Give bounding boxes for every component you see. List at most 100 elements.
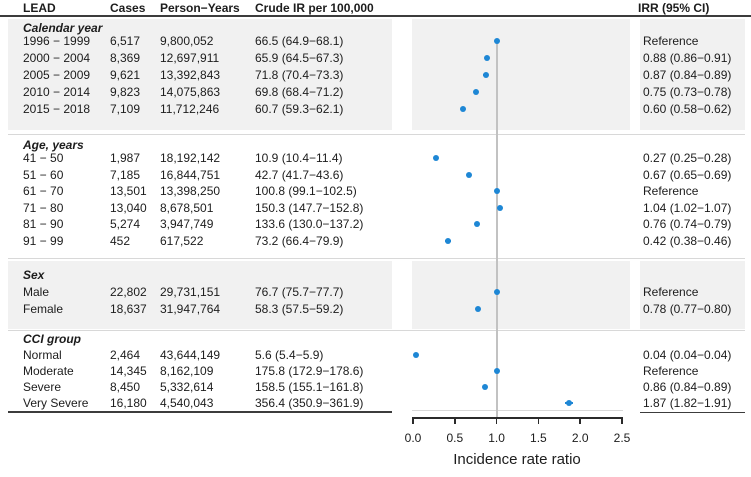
- x-axis-tick: [537, 417, 540, 424]
- row-crude-ir: 150.3 (147.7−152.8): [255, 200, 364, 215]
- row-cases: 13,040: [110, 200, 147, 215]
- row-crude-ir: 175.8 (172.9−178.6): [255, 364, 364, 378]
- row-crude-ir: 133.6 (130.0−137.2): [255, 217, 364, 232]
- x-axis-tick: [454, 417, 456, 424]
- column-header-person-years: Person−Years: [160, 1, 240, 15]
- row-cases: 6,517: [110, 34, 141, 48]
- header-separator-line: [0, 15, 751, 17]
- section-shading-band: [640, 19, 745, 130]
- irr-point-marker: [482, 72, 489, 78]
- plot-panel-bottom-border: [412, 410, 623, 411]
- row-crude-ir: 10.9 (10.4−11.4): [255, 151, 343, 165]
- x-axis-tick-label: 0.0: [404, 431, 422, 445]
- x-axis-tick-label: 1.5: [530, 431, 547, 445]
- row-irr: 0.42 (0.38−0.46): [643, 234, 732, 248]
- row-person-years: 13,398,250: [160, 184, 221, 199]
- row-label: 91 − 99: [23, 234, 64, 248]
- row-label: 1996 − 1999: [23, 34, 91, 48]
- section-label: Calendar year: [23, 21, 103, 35]
- row-irr: Reference: [643, 34, 699, 48]
- reference-line: [495, 40, 498, 417]
- row-person-years: 4,540,043: [160, 396, 214, 410]
- column-header-cases: Cases: [110, 1, 146, 15]
- row-person-years: 13,392,843: [160, 68, 221, 82]
- row-crude-ir: 58.3 (57.5−59.2): [255, 301, 344, 316]
- row-label: 81 − 90: [23, 217, 64, 232]
- row-person-years: 9,800,052: [160, 34, 214, 48]
- x-axis-tick-label: 0.5: [446, 431, 464, 445]
- row-person-years: 8,678,501: [160, 200, 214, 215]
- row-irr: 0.75 (0.73−0.78): [643, 85, 732, 99]
- row-crude-ir: 73.2 (66.4−79.9): [255, 234, 344, 248]
- row-cases: 2,464: [110, 348, 141, 362]
- row-label: Moderate: [23, 364, 74, 378]
- row-irr: 0.88 (0.86−0.91): [643, 51, 732, 65]
- row-crude-ir: 158.5 (155.1−161.8): [255, 380, 364, 394]
- row-label: 51 − 60: [23, 167, 64, 182]
- row-irr: 0.04 (0.04−0.04): [643, 348, 732, 362]
- row-irr: 0.86 (0.84−0.89): [643, 380, 732, 394]
- row-irr: Reference: [643, 285, 699, 299]
- section-shading-band: [8, 19, 392, 130]
- irr-point-marker: [481, 384, 488, 390]
- irr-point-marker: [493, 188, 500, 195]
- row-crude-ir: 65.9 (64.5−67.3): [255, 51, 344, 65]
- x-axis-tick-label: 1.0: [488, 431, 505, 445]
- irr-point-marker: [475, 305, 482, 312]
- section-label: CCI group: [23, 332, 81, 346]
- row-label: Female: [23, 301, 64, 316]
- x-axis-tick: [579, 417, 581, 424]
- irr-point-marker: [493, 289, 500, 295]
- row-cases: 9,823: [110, 85, 141, 99]
- irr-point-marker: [460, 106, 467, 112]
- row-person-years: 31,947,764: [160, 301, 221, 316]
- irr-point-marker: [566, 400, 573, 406]
- irr-point-marker: [493, 368, 500, 374]
- x-axis-tick: [621, 417, 623, 424]
- row-crude-ir: 100.8 (99.1−102.5): [255, 184, 357, 199]
- row-irr: 1.04 (1.02−1.07): [643, 200, 732, 215]
- row-irr: 0.76 (0.74−0.79): [643, 217, 732, 232]
- row-person-years: 617,522: [160, 234, 204, 248]
- table-bottom-border: [8, 411, 392, 413]
- irr-column-bottom-border: [640, 411, 745, 413]
- section-separator-line: [8, 330, 745, 331]
- row-cases: 1,987: [110, 151, 141, 165]
- row-irr: 0.87 (0.84−0.89): [643, 68, 732, 82]
- section-shading-band: [412, 19, 630, 130]
- section-shading-band: [640, 261, 745, 329]
- row-cases: 8,450: [110, 380, 141, 394]
- row-irr: Reference: [643, 184, 699, 199]
- column-header-crude-ir: Crude IR per 100,000: [255, 1, 374, 15]
- x-axis-line: [413, 417, 622, 419]
- x-axis-tick-label: 2.0: [571, 431, 589, 445]
- irr-point-marker: [472, 89, 479, 95]
- row-person-years: 43,644,149: [160, 348, 221, 362]
- irr-point-marker: [483, 55, 490, 61]
- column-header-lead: LEAD: [23, 1, 56, 15]
- row-irr: 0.78 (0.77−0.80): [643, 301, 732, 316]
- row-person-years: 14,075,863: [160, 85, 221, 99]
- x-axis-tick: [412, 417, 414, 424]
- row-label: 41 − 50: [23, 151, 64, 165]
- irr-point-marker: [496, 204, 503, 211]
- row-cases: 22,802: [110, 285, 147, 299]
- irr-point-marker: [493, 38, 500, 44]
- row-person-years: 29,731,151: [160, 285, 221, 299]
- row-person-years: 3,947,749: [160, 217, 214, 232]
- section-label: Age, years: [23, 138, 84, 152]
- section-shading-band: [8, 261, 392, 329]
- row-label: 2010 − 2014: [23, 85, 91, 99]
- row-cases: 13,501: [110, 184, 147, 199]
- row-crude-ir: 71.8 (70.4−73.3): [255, 68, 344, 82]
- row-crude-ir: 69.8 (68.4−71.2): [255, 85, 344, 99]
- row-person-years: 5,332,614: [160, 380, 214, 394]
- row-label: 71 − 80: [23, 200, 64, 215]
- row-crude-ir: 42.7 (41.7−43.6): [255, 167, 344, 182]
- row-cases: 7,109: [110, 102, 141, 116]
- row-person-years: 18,192,142: [160, 151, 221, 165]
- row-irr: 0.27 (0.25−0.28): [643, 151, 732, 165]
- row-crude-ir: 60.7 (59.3−62.1): [255, 102, 344, 116]
